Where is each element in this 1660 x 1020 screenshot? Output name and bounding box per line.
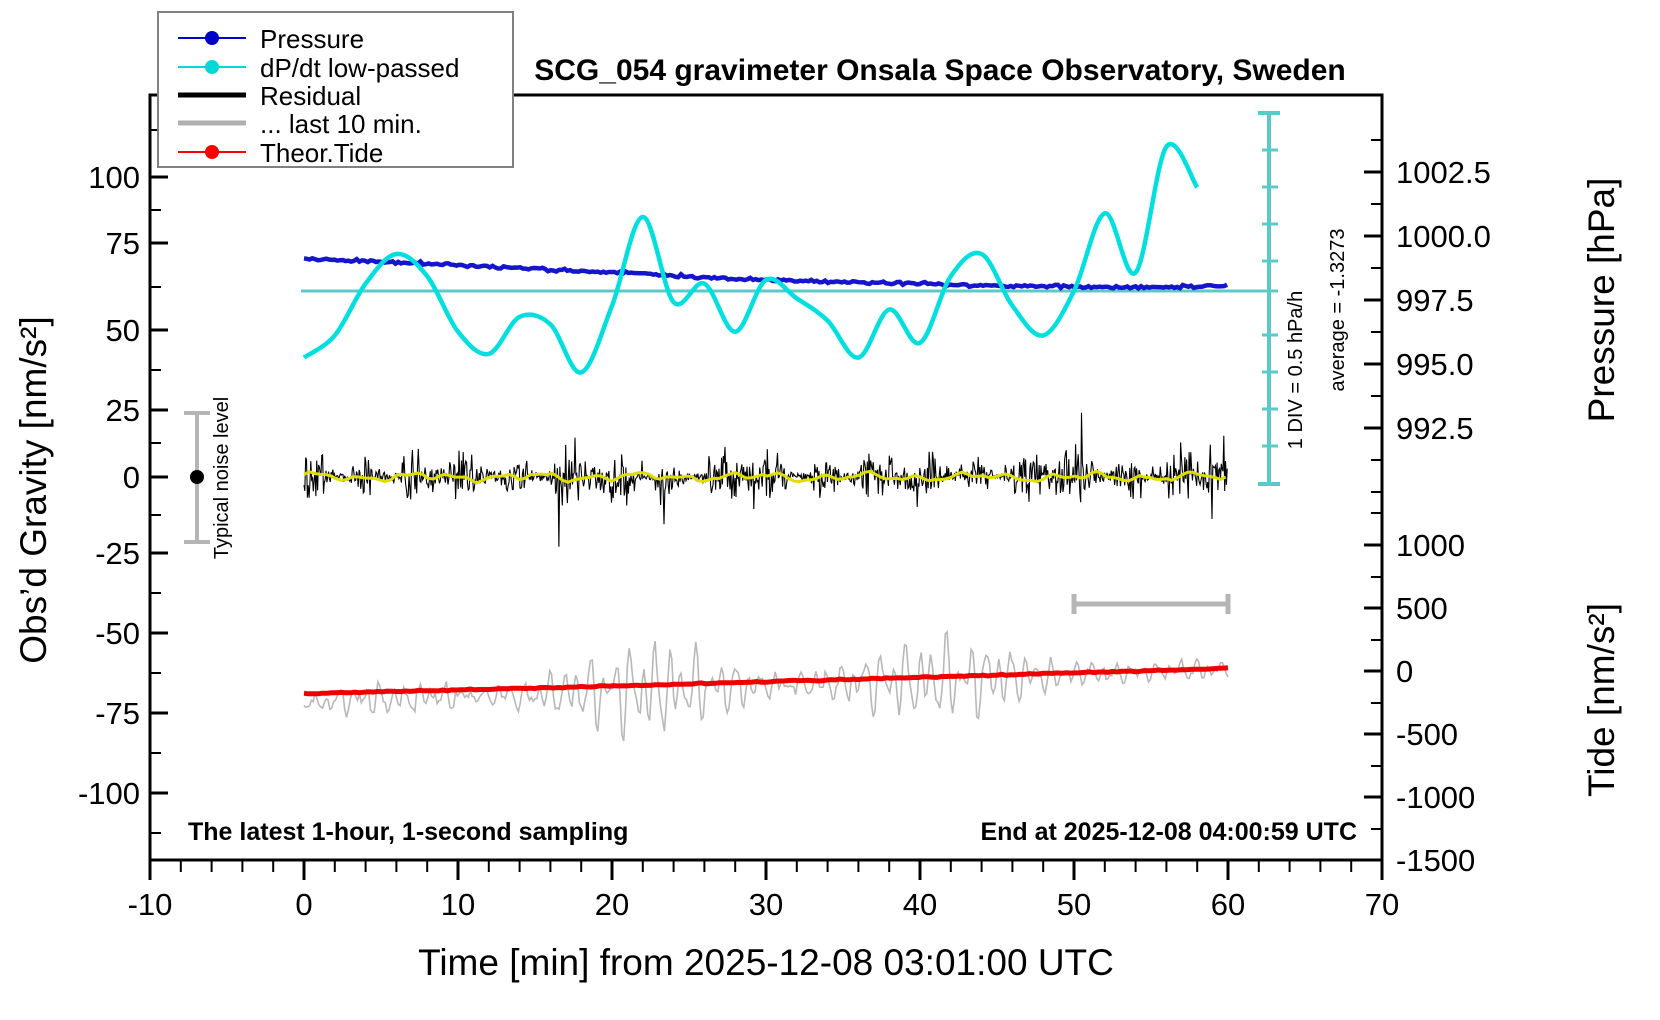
svg-text:25: 25 xyxy=(106,393,140,428)
typical-noise-level-marker xyxy=(184,411,210,544)
legend-item-theor-tide[interactable]: Theor.Tide xyxy=(178,138,383,168)
svg-text:-500: -500 xyxy=(1396,717,1458,752)
svg-text:992.5: 992.5 xyxy=(1396,411,1474,446)
svg-text:1002.5: 1002.5 xyxy=(1396,155,1491,190)
svg-text:-1500: -1500 xyxy=(1396,843,1475,878)
svg-text:997.5: 997.5 xyxy=(1396,283,1474,318)
legend-label-last-10-min: ... last 10 min. xyxy=(260,109,422,139)
bottom-left-annotation: The latest 1-hour, 1-second sampling xyxy=(188,818,628,846)
svg-text:10: 10 xyxy=(441,887,475,922)
svg-text:30: 30 xyxy=(749,887,783,922)
plot-title: SCG_054 gravimeter Onsala Space Observat… xyxy=(534,54,1346,87)
svg-text:0: 0 xyxy=(1396,654,1413,689)
svg-text:50: 50 xyxy=(1057,887,1091,922)
y-right-tide-title: Tide [nm/s²] xyxy=(1581,603,1622,797)
trace-dpdt-lowpassed xyxy=(302,141,1200,375)
svg-text:-25: -25 xyxy=(95,536,140,571)
legend[interactable]: Pressure dP/dt low-passed Residual ... l… xyxy=(157,11,514,168)
legend-label-theor-tide: Theor.Tide xyxy=(260,138,383,168)
svg-text:500: 500 xyxy=(1396,591,1448,626)
x-axis xyxy=(148,860,1384,880)
svg-text:0: 0 xyxy=(295,887,312,922)
svg-text:100: 100 xyxy=(88,160,140,195)
legend-item-pressure[interactable]: Pressure xyxy=(178,24,364,54)
svg-text:20: 20 xyxy=(595,887,629,922)
y-right-pressure-title: Pressure [hPa] xyxy=(1581,178,1622,423)
svg-text:40: 40 xyxy=(903,887,937,922)
x-tick-labels: -10 0 10 20 30 40 50 60 70 xyxy=(128,887,1400,922)
y-left-axis xyxy=(150,129,168,834)
svg-text:1000: 1000 xyxy=(1396,528,1465,563)
y-right-axis xyxy=(1364,139,1382,862)
cyan-axis-average-label: average = -1.3273 xyxy=(1327,229,1349,392)
y-right-pressure-labels: 1002.5 1000.0 997.5 995.0 992.5 xyxy=(1396,155,1491,446)
legend-item-dpdt[interactable]: dP/dt low-passed xyxy=(178,53,459,83)
svg-text:-50: -50 xyxy=(95,616,140,651)
trace-residual-smoothed xyxy=(303,469,1227,485)
svg-text:-1000: -1000 xyxy=(1396,780,1475,815)
svg-text:-75: -75 xyxy=(95,696,140,731)
legend-label-residual: Residual xyxy=(260,81,361,111)
svg-text:0: 0 xyxy=(123,460,140,495)
y-right-tide-labels: 1000 500 0 -500 -1000 -1500 xyxy=(1396,528,1475,878)
y-left-axis-title: Obs’d Gravity [nm/s²] xyxy=(13,316,54,663)
legend-item-last-10-min[interactable]: ... last 10 min. xyxy=(178,109,422,139)
legend-label-dpdt: dP/dt low-passed xyxy=(260,53,459,83)
legend-item-residual[interactable]: Residual xyxy=(178,81,361,111)
svg-text:1000.0: 1000.0 xyxy=(1396,219,1491,254)
svg-text:75: 75 xyxy=(106,226,140,261)
bottom-right-annotation: End at 2025-12-08 04:00:59 UTC xyxy=(980,818,1357,846)
svg-text:995.0: 995.0 xyxy=(1396,347,1474,382)
svg-text:50: 50 xyxy=(106,313,140,348)
svg-text:70: 70 xyxy=(1365,887,1399,922)
svg-text:60: 60 xyxy=(1211,887,1245,922)
data-traces xyxy=(302,141,1229,742)
svg-text:-10: -10 xyxy=(128,887,173,922)
y-left-tick-labels: 100 75 50 25 0 -25 -50 -75 -100 xyxy=(78,160,140,811)
trace-residual xyxy=(303,412,1228,547)
x-axis-title: Time [min] from 2025-12-08 03:01:00 UTC xyxy=(418,942,1114,983)
svg-text:-100: -100 xyxy=(78,776,140,811)
trace-theor-tide xyxy=(303,665,1229,697)
typical-noise-level-label: Typical noise level xyxy=(211,397,233,559)
cyan-axis-div-label: 1 DIV = 0.5 hPa/h xyxy=(1285,291,1307,449)
legend-label-pressure: Pressure xyxy=(260,24,364,54)
last-10-min-span-bar xyxy=(1071,594,1231,614)
